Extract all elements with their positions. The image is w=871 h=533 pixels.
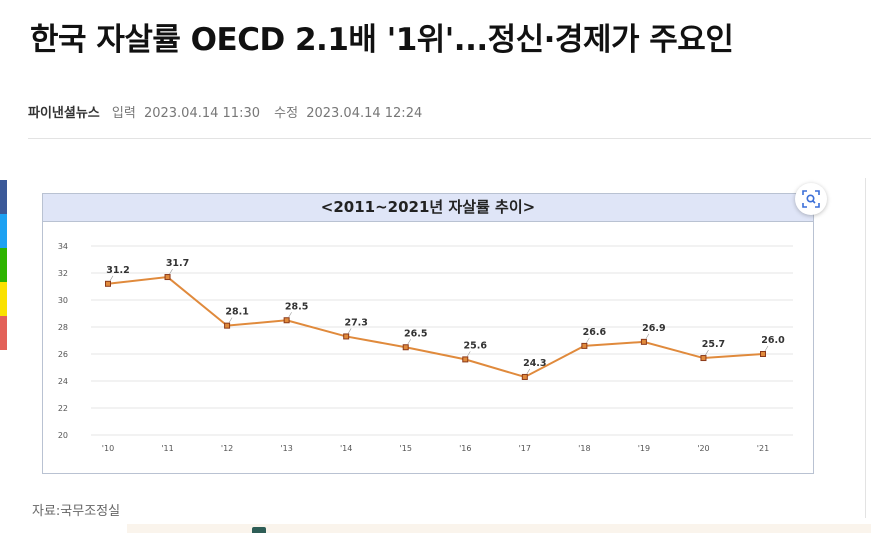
x-tick-label: '13 bbox=[280, 444, 292, 453]
x-tick-label: '10 bbox=[102, 444, 114, 453]
more-share-button[interactable] bbox=[0, 316, 7, 350]
data-point bbox=[760, 351, 766, 357]
facebook-share-button[interactable] bbox=[0, 180, 7, 214]
news-source[interactable]: 파이낸셜뉴스 bbox=[28, 106, 100, 121]
y-tick-label: 26 bbox=[58, 350, 68, 359]
header-divider bbox=[28, 138, 871, 139]
lens-search-icon bbox=[802, 190, 820, 208]
suicide-rate-line-chart: 20 22 24 26 28 30 32 34 '10 '11 '12 '13 '14 '15 '16 '17… bbox=[58, 242, 793, 453]
twitter-share-button[interactable] bbox=[0, 214, 7, 248]
kakao-share-button[interactable] bbox=[0, 282, 7, 316]
data-label: 31.2 bbox=[106, 265, 129, 276]
y-tick-label: 34 bbox=[58, 242, 68, 251]
data-label: 26.6 bbox=[583, 327, 607, 338]
x-tick-label: '14 bbox=[340, 444, 352, 453]
data-point bbox=[402, 344, 409, 351]
y-tick-label: 24 bbox=[58, 377, 68, 386]
data-label: 24.3 bbox=[523, 358, 546, 369]
input-label: 입력 bbox=[111, 106, 136, 121]
chart-title: <2011~2021년 자살률 추이> bbox=[43, 194, 813, 222]
next-content-block bbox=[127, 524, 871, 533]
label-leader bbox=[109, 275, 114, 281]
lens-search-button[interactable] bbox=[795, 183, 827, 215]
label-leader bbox=[347, 328, 352, 334]
data-label: 31.7 bbox=[166, 258, 189, 269]
x-tick-label: '11 bbox=[161, 444, 173, 453]
x-tick-label: '18 bbox=[578, 444, 590, 453]
data-label: 26.0 bbox=[761, 335, 785, 346]
label-leader bbox=[288, 312, 292, 318]
article-headline: 한국 자살률 OECD 2.1배 '1위'...정신·경제가 주요인 bbox=[30, 22, 734, 58]
data-label: 28.1 bbox=[225, 307, 248, 318]
label-leader bbox=[526, 368, 531, 375]
label-leader bbox=[586, 337, 590, 344]
data-point bbox=[343, 333, 350, 340]
x-tick-label: '16 bbox=[459, 444, 471, 453]
label-leader bbox=[169, 268, 173, 275]
data-label: 26.5 bbox=[404, 328, 427, 339]
y-tick-label: 30 bbox=[58, 296, 68, 305]
article-meta: 파이낸셜뉴스 입력 2023.04.14 11:30 수정 2023.04.14… bbox=[28, 102, 422, 121]
label-leader bbox=[645, 333, 650, 340]
data-point bbox=[640, 338, 647, 345]
y-tick-label: 28 bbox=[58, 323, 68, 332]
label-leader bbox=[764, 345, 769, 352]
x-tick-label: '20 bbox=[697, 444, 709, 453]
x-tick-label: '17 bbox=[519, 444, 531, 453]
y-tick-label: 32 bbox=[58, 269, 68, 278]
x-tick-label: '12 bbox=[221, 444, 233, 453]
content-border bbox=[865, 178, 866, 518]
data-point bbox=[521, 373, 528, 380]
data-point bbox=[224, 322, 231, 329]
label-leader bbox=[228, 317, 233, 323]
label-leader bbox=[407, 339, 411, 345]
data-point bbox=[700, 355, 707, 362]
x-tick-label: '19 bbox=[638, 444, 650, 453]
edit-time: 2023.04.14 12:24 bbox=[306, 106, 423, 121]
chart-figure: <2011~2021년 자살률 추이> 20 22 24 26 28 30 32 34 '10 '… bbox=[42, 193, 814, 474]
data-label: 25.6 bbox=[464, 340, 488, 351]
x-tick-label: '15 bbox=[400, 444, 412, 453]
next-content-mark bbox=[252, 527, 266, 533]
data-label: 25.7 bbox=[702, 339, 725, 350]
data-point bbox=[462, 356, 469, 363]
data-point bbox=[164, 274, 171, 281]
data-label: 26.9 bbox=[642, 323, 665, 334]
label-leader bbox=[705, 349, 709, 356]
data-label: 28.5 bbox=[285, 301, 308, 312]
data-point bbox=[581, 342, 588, 349]
chart-caption: 자료:국무조정실 bbox=[32, 504, 121, 519]
series-line bbox=[107, 276, 764, 379]
label-leader bbox=[467, 351, 471, 357]
y-tick-label: 22 bbox=[58, 404, 68, 413]
y-tick-label: 20 bbox=[58, 431, 68, 440]
input-time: 2023.04.14 11:30 bbox=[143, 106, 260, 121]
edit-label: 수정 bbox=[274, 106, 299, 121]
x-tick-label: '21 bbox=[757, 444, 769, 453]
line-share-button[interactable] bbox=[0, 248, 7, 282]
data-point bbox=[105, 280, 111, 287]
data-label: 27.3 bbox=[344, 317, 367, 328]
data-point bbox=[283, 317, 290, 324]
